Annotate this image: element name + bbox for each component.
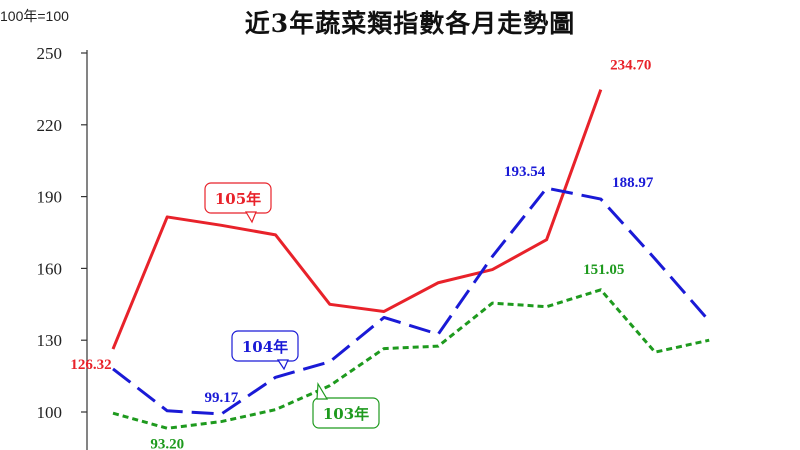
series-line-105年: [111, 89, 603, 350]
data-label: 126.32: [70, 357, 111, 373]
y-tick-label: 130: [37, 331, 63, 350]
y-tick-label: 160: [37, 259, 63, 278]
y-tick-label: 190: [37, 188, 63, 207]
data-label: 193.54: [504, 164, 546, 180]
callout-pointer: [276, 359, 289, 371]
callout-label: 104年: [242, 338, 288, 356]
y-unit-label: 100年=100: [0, 8, 69, 24]
callout-box: [312, 397, 380, 429]
callout-pointer: [244, 211, 257, 224]
data-label: 234.70: [610, 58, 651, 74]
series-line-104年: [112, 186, 711, 416]
data-label: 93.20: [150, 436, 184, 450]
callout-label: 105年: [215, 190, 261, 208]
series-line-103年: [112, 288, 710, 430]
y-tick-label: 220: [37, 116, 63, 135]
data-label: 151.05: [583, 262, 624, 278]
callout-pointer: [316, 382, 329, 400]
callout-box: [204, 182, 272, 214]
chart-title: 近3年蔬菜類指數各月走勢圖: [244, 9, 576, 38]
data-label: 188.97: [612, 175, 654, 191]
callout-box: [231, 330, 299, 362]
y-tick-label: 100: [37, 403, 63, 422]
y-tick-label: 250: [37, 44, 63, 63]
callout-label: 103年: [323, 405, 369, 423]
data-label: 99.17: [205, 390, 239, 406]
